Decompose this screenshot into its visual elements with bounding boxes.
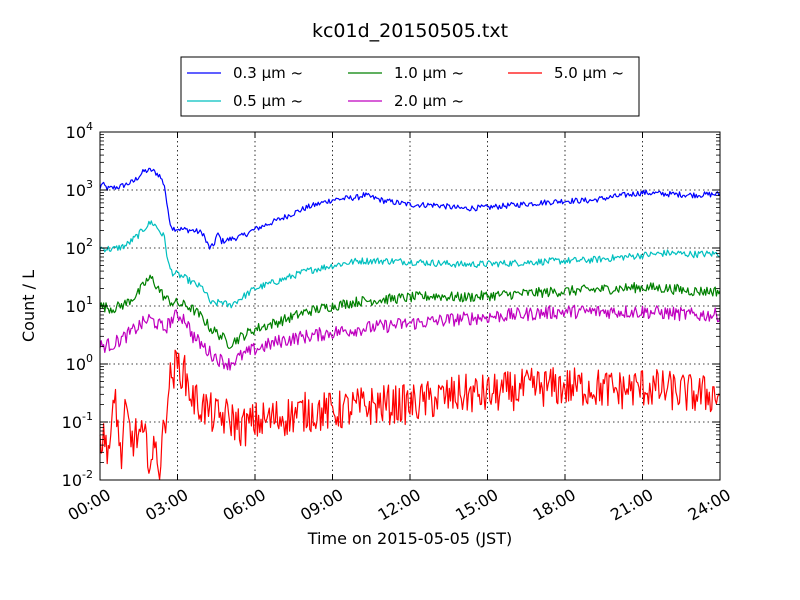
series-line-5-0um: [99, 349, 721, 481]
legend-label: 0.3 μm ~: [233, 64, 303, 82]
y-tick-label: 10-1: [62, 410, 93, 432]
x-tick-label: 21:00: [607, 485, 656, 525]
legend: 0.3 μm ~ 0.5 μm ~ 1.0 μm ~ 2.0 μm ~ 5.0 μm ~: [180, 56, 640, 117]
series-line-0-3um: [99, 167, 721, 250]
x-tick-label: 03:00: [142, 485, 191, 525]
y-axis-label: Count / L: [19, 270, 38, 342]
x-tick-label: 24:00: [685, 485, 734, 525]
y-tick-label: 104: [66, 120, 93, 142]
y-tick-labels: 10-2 10-1 100 101 102 103 104: [62, 120, 93, 490]
y-tick-label: 10-2: [62, 468, 93, 490]
legend-entry: 1.0 μm ~: [348, 64, 464, 82]
series-line-2-0um: [99, 304, 721, 371]
series-line-0-5um: [99, 220, 721, 309]
x-tick-label: 18:00: [530, 485, 579, 525]
series-line-1-0um: [99, 274, 721, 349]
x-tick-labels: 00:00 03:00 06:00 09:00 12:00 15:00 18:00 21:00…: [65, 485, 734, 525]
legend-entry: 5.0 μm ~: [508, 64, 624, 82]
legend-label: 2.0 μm ~: [394, 92, 464, 110]
legend-label: 0.5 μm ~: [233, 92, 303, 110]
x-axis-label: Time on 2015-05-05 (JST): [307, 529, 512, 548]
data-series: [99, 167, 721, 481]
legend-entry: 2.0 μm ~: [348, 92, 464, 110]
axis-ticks: [99, 131, 721, 481]
x-tick-label: 00:00: [65, 485, 114, 525]
legend-entry: 0.5 μm ~: [187, 92, 303, 110]
x-tick-label: 09:00: [297, 485, 346, 525]
chart-title: kc01d_20150505.txt: [312, 20, 508, 42]
legend-label: 1.0 μm ~: [394, 64, 464, 82]
y-tick-label: 102: [66, 236, 93, 258]
legend-box: [180, 56, 640, 117]
x-tick-label: 12:00: [375, 485, 424, 525]
x-tick-label: 06:00: [220, 485, 269, 525]
y-tick-label: 103: [66, 178, 93, 200]
y-tick-label: 100: [66, 352, 93, 374]
x-tick-label: 15:00: [452, 485, 501, 525]
y-tick-label: 101: [66, 294, 93, 316]
legend-label: 5.0 μm ~: [554, 64, 624, 82]
legend-entry: 0.3 μm ~: [187, 64, 303, 82]
